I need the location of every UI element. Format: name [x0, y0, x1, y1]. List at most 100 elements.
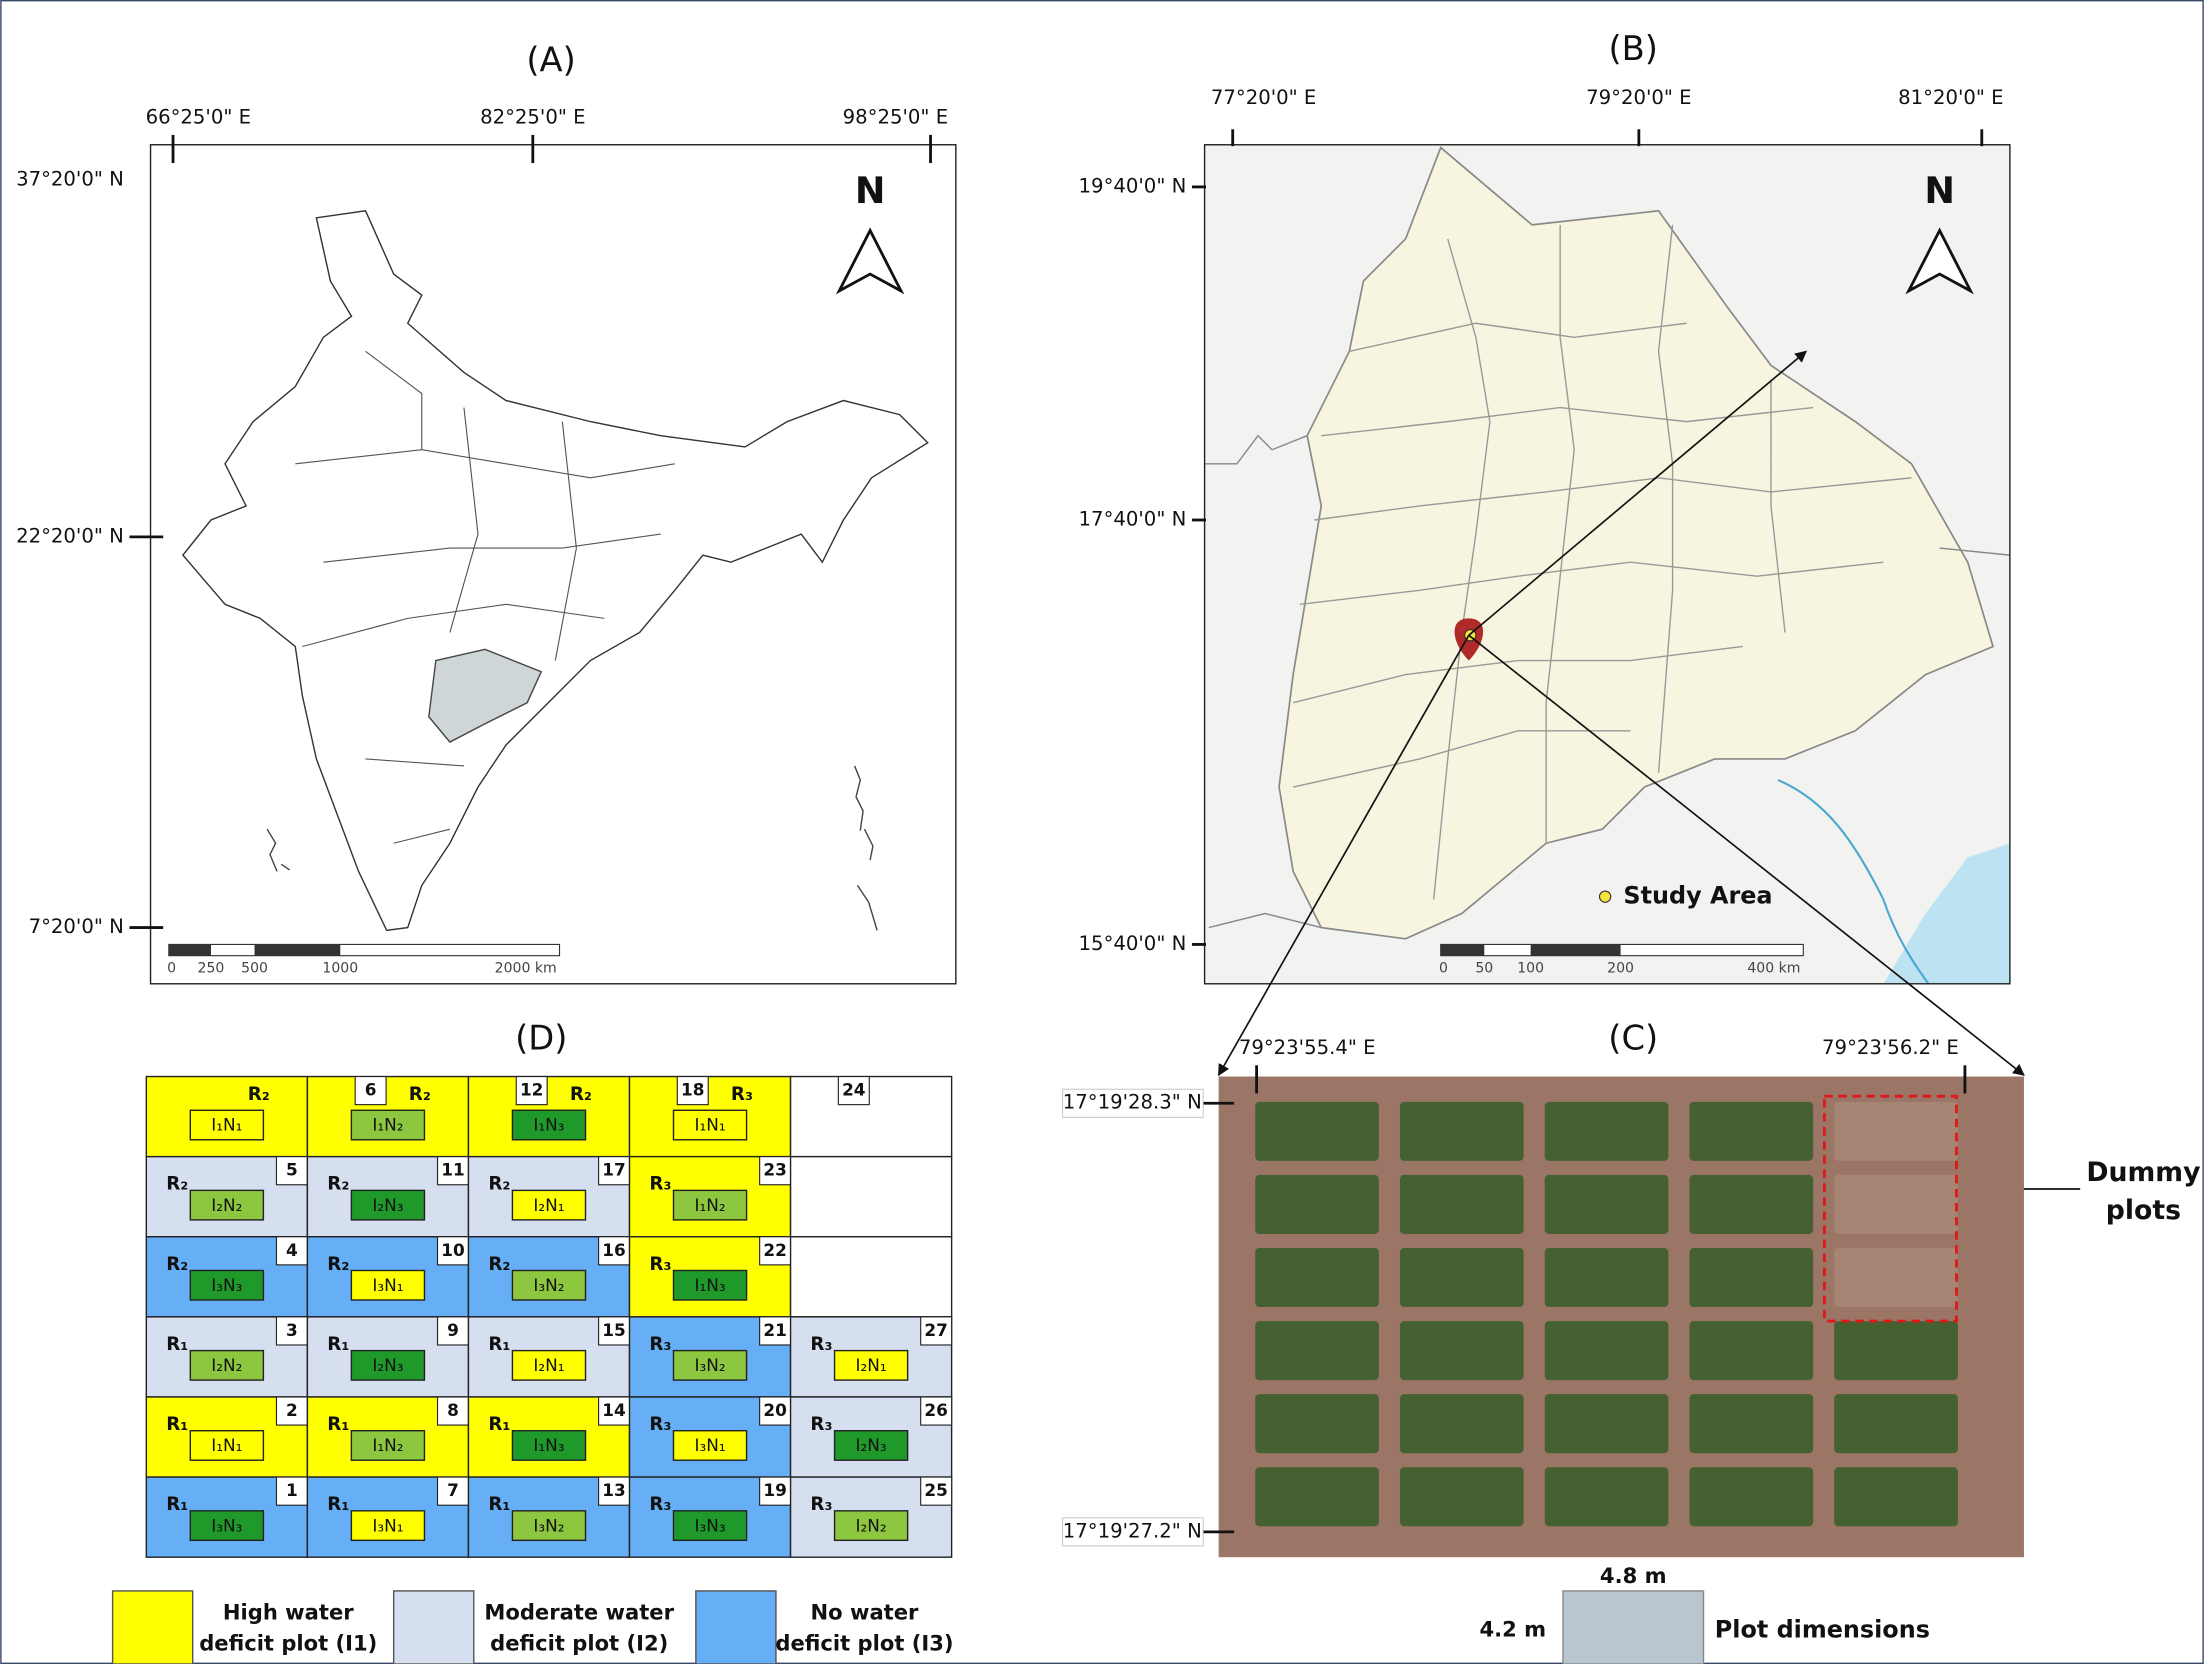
scale-bar [1441, 944, 1804, 955]
plot-number: 4 [286, 1240, 298, 1260]
plot-height-label: 4.2 m [1479, 1616, 1546, 1641]
plot-number: 8 [447, 1400, 459, 1420]
replication: R₃ [810, 1414, 832, 1435]
field-plot [1545, 1248, 1669, 1307]
legend-label: High water [223, 1599, 354, 1624]
scale-label: 100 [1517, 960, 1544, 976]
lat-label: 17°40'0" N [1079, 507, 1187, 530]
field-plot [1545, 1321, 1669, 1380]
legend-label: deficit plot (I2) [490, 1630, 668, 1655]
field-plot [1545, 1394, 1669, 1453]
plot-number: 17 [602, 1160, 625, 1180]
replication: R₂ [248, 1084, 270, 1105]
replication: R₂ [166, 1174, 188, 1195]
panel-label: (D) [515, 1019, 567, 1058]
field-plot [1255, 1175, 1379, 1234]
plot-number: 23 [763, 1160, 786, 1180]
plot-number: 18 [681, 1080, 704, 1100]
legend-label: Study Area [1623, 882, 1772, 910]
field-plot [1689, 1102, 1813, 1161]
scale-label: 250 [198, 960, 225, 976]
plot-number: 7 [447, 1480, 459, 1500]
scale-bar [169, 944, 560, 955]
plot-number: 22 [763, 1240, 786, 1260]
legend-label: deficit plot (I1) [199, 1630, 377, 1655]
treatment: I₃N₃ [211, 1515, 242, 1535]
field-plot [1689, 1175, 1813, 1234]
field-plot [1255, 1248, 1379, 1307]
replication: R₁ [488, 1494, 510, 1515]
annotation: Dummy [2086, 1157, 2200, 1188]
field-plot [1545, 1467, 1669, 1526]
plot-number: 15 [602, 1320, 625, 1340]
replication: R₃ [649, 1494, 671, 1515]
field-plot [1400, 1102, 1524, 1161]
field-plot [1400, 1248, 1524, 1307]
legend-swatch [113, 1591, 193, 1664]
field-plot [1400, 1467, 1524, 1526]
replication: R₁ [327, 1334, 349, 1355]
plot-cell [791, 1077, 952, 1157]
legend-label: deficit plot (I3) [775, 1630, 953, 1655]
plot-number: 10 [441, 1240, 464, 1260]
plot-caption: Plot dimensions [1715, 1615, 1930, 1643]
treatment: I₃N₁ [694, 1435, 725, 1455]
treatment: I₃N₃ [694, 1515, 725, 1535]
lon-label: 98°25'0" E [843, 106, 948, 129]
plot-number: 5 [286, 1160, 298, 1180]
lon-label: 82°25'0" E [480, 106, 585, 129]
scale-bar-segment [169, 944, 211, 955]
lat-label: 15°40'0" N [1079, 932, 1187, 955]
treatment: I₁N₁ [211, 1115, 242, 1135]
treatment: I₁N₂ [372, 1115, 403, 1135]
north-label: N [855, 169, 886, 212]
legend-swatch [394, 1591, 474, 1664]
treatment: I₁N₃ [533, 1435, 564, 1455]
plot-number: 11 [441, 1160, 464, 1180]
scale-label: 1000 [322, 960, 358, 976]
scale-label: 0 [167, 960, 176, 976]
lat-label: 7°20'0" N [29, 915, 124, 938]
lon-label: 79°23'55.4" E [1239, 1036, 1376, 1059]
scale-bar-segment [255, 944, 341, 955]
lat-label: 19°40'0" N [1079, 174, 1187, 197]
field-plot [1834, 1248, 1958, 1307]
treatment: I₂N₃ [372, 1195, 403, 1215]
field-plot [1834, 1321, 1958, 1380]
annotation: plots [2106, 1195, 2181, 1226]
replication: R₁ [327, 1494, 349, 1515]
treatment: I₂N₂ [211, 1355, 242, 1375]
plot-number: 21 [763, 1320, 786, 1340]
replication: R₁ [488, 1334, 510, 1355]
field-photo [1219, 1077, 2024, 1558]
treatment: I₂N₂ [211, 1195, 242, 1215]
field-plot [1834, 1467, 1958, 1526]
replication: R₁ [166, 1334, 188, 1355]
lon-label: 81°20'0" E [1898, 86, 2003, 109]
scale-label: 200 [1607, 960, 1634, 976]
lat-label: 17°19'28.3" N [1063, 1091, 1202, 1114]
replication: R₃ [649, 1254, 671, 1275]
plot-number: 26 [924, 1400, 947, 1420]
replication: R₂ [166, 1254, 188, 1275]
figure: (A)66°25'0" E82°25'0" E98°25'0" E37°20'0… [0, 0, 2204, 1664]
plot-width-label: 4.8 m [1600, 1563, 1667, 1588]
panel-label: (A) [526, 40, 575, 79]
replication: R₂ [409, 1084, 431, 1105]
treatment: I₂N₃ [856, 1435, 887, 1455]
field-plot [1255, 1102, 1379, 1161]
treatment: I₃N₁ [372, 1515, 403, 1535]
replication: R₃ [649, 1414, 671, 1435]
panel-label: (C) [1608, 1019, 1658, 1058]
plot-number: 16 [602, 1240, 625, 1260]
replication: R₁ [166, 1494, 188, 1515]
treatment: I₂N₂ [856, 1515, 887, 1535]
treatment: I₂N₁ [533, 1195, 564, 1215]
lon-label: 66°25'0" E [146, 106, 251, 129]
treatment: I₂N₁ [533, 1355, 564, 1375]
replication: R₁ [488, 1414, 510, 1435]
treatment: I₃N₁ [372, 1275, 403, 1295]
treatment: I₁N₂ [694, 1195, 725, 1215]
replication: R₂ [327, 1174, 349, 1195]
treatment: I₃N₂ [694, 1355, 725, 1375]
